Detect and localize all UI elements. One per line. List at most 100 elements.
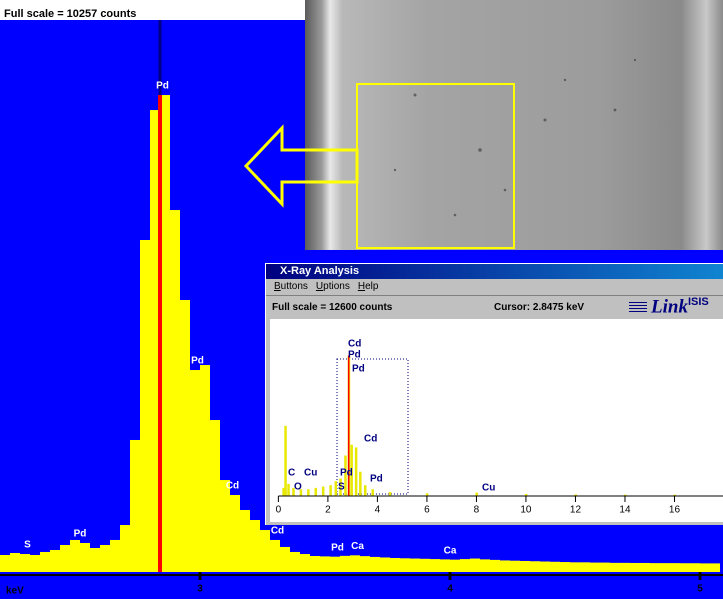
bar xyxy=(610,562,620,572)
menu-bar: Buttons Uptions Help xyxy=(266,279,723,295)
bar xyxy=(284,425,287,496)
bar xyxy=(600,562,610,572)
bar xyxy=(450,559,460,572)
bar xyxy=(371,489,374,496)
bar xyxy=(280,546,290,572)
bar xyxy=(210,420,220,572)
bar xyxy=(440,559,450,572)
bar xyxy=(130,439,140,572)
bar xyxy=(314,487,318,496)
peak-label: Cu xyxy=(482,483,495,494)
x-tick-label: 0 xyxy=(276,505,282,516)
sem-overlay xyxy=(356,58,637,249)
bar xyxy=(580,562,590,572)
zoom-box xyxy=(356,83,515,249)
peak-label: Pd xyxy=(331,542,344,553)
menu-item[interactable]: Uptions xyxy=(315,281,350,292)
bar xyxy=(230,494,240,572)
bar xyxy=(250,520,260,572)
bar xyxy=(344,455,347,496)
bar xyxy=(620,562,630,572)
bar xyxy=(282,487,285,496)
bar xyxy=(290,551,300,572)
bar xyxy=(10,553,20,572)
bar xyxy=(574,494,577,496)
peak-label: Cd xyxy=(226,481,239,492)
bar xyxy=(520,560,530,572)
bar xyxy=(270,539,280,572)
bar xyxy=(480,559,490,572)
bar xyxy=(329,485,332,496)
bar xyxy=(240,510,250,572)
bar xyxy=(370,556,380,572)
peak-label: Ca xyxy=(444,545,457,556)
bar xyxy=(307,489,310,496)
peak-label: S xyxy=(338,482,345,493)
bar xyxy=(540,561,550,572)
x-tick-label: 10 xyxy=(520,505,532,516)
zoom-region xyxy=(336,358,409,495)
logo: LinkISIS xyxy=(651,296,709,318)
bar xyxy=(160,95,170,573)
bar xyxy=(180,300,190,572)
menu-item[interactable]: Help xyxy=(357,281,379,292)
bar xyxy=(170,210,180,572)
bar xyxy=(220,480,230,572)
peak-label: Pd xyxy=(191,356,204,367)
peak-label: O xyxy=(294,482,302,493)
window-title: X-Ray Analysis xyxy=(266,264,723,279)
bar xyxy=(287,483,290,496)
bar xyxy=(354,447,358,496)
bar xyxy=(120,525,130,572)
bar xyxy=(570,562,580,572)
sem-image xyxy=(305,0,723,250)
bar xyxy=(430,559,440,572)
bar xyxy=(390,558,400,572)
bar xyxy=(360,556,370,572)
bar xyxy=(260,530,270,572)
bar xyxy=(20,554,30,572)
bar xyxy=(460,559,470,572)
bar xyxy=(90,547,100,572)
bar xyxy=(380,557,390,572)
bar xyxy=(30,554,40,572)
peak-label: Pd xyxy=(352,364,365,375)
bar xyxy=(50,549,60,572)
info-bar: Full scale = 12600 counts Cursor: 2.8475… xyxy=(266,295,723,319)
bar xyxy=(350,555,360,572)
bar xyxy=(640,562,650,572)
bar xyxy=(150,110,160,573)
bar xyxy=(334,481,338,496)
x-tick-label: 8 xyxy=(474,505,480,516)
peak-label: Cd xyxy=(271,526,284,537)
peak-label: Pd xyxy=(156,81,169,92)
bar xyxy=(40,551,50,572)
bar xyxy=(590,562,600,572)
menu-item[interactable]: Buttons xyxy=(274,281,308,292)
peak-label: Cd xyxy=(364,434,377,445)
x-tick-label: 2 xyxy=(325,505,331,516)
peak-label: Pd xyxy=(348,350,361,361)
full-scale: Full scale = 10257 counts xyxy=(4,8,137,20)
bar xyxy=(560,562,570,572)
bar xyxy=(0,554,10,572)
bar xyxy=(673,494,676,496)
x-tick-label: 5 xyxy=(697,584,703,595)
peak-label: Cu xyxy=(304,468,317,479)
bar xyxy=(340,555,350,572)
bar xyxy=(475,492,478,496)
bar xyxy=(660,563,670,572)
bar xyxy=(650,563,660,572)
bar xyxy=(470,558,480,572)
peak-label: C xyxy=(288,468,295,479)
bar xyxy=(550,561,560,572)
bar xyxy=(510,560,520,572)
x-tick-label: 4 xyxy=(375,505,381,516)
bar xyxy=(350,444,353,496)
cursor: Cursor: 2.8475 keV xyxy=(494,302,585,313)
peak-label: Pd xyxy=(340,468,353,479)
bar xyxy=(410,558,420,572)
arrow xyxy=(243,124,359,208)
